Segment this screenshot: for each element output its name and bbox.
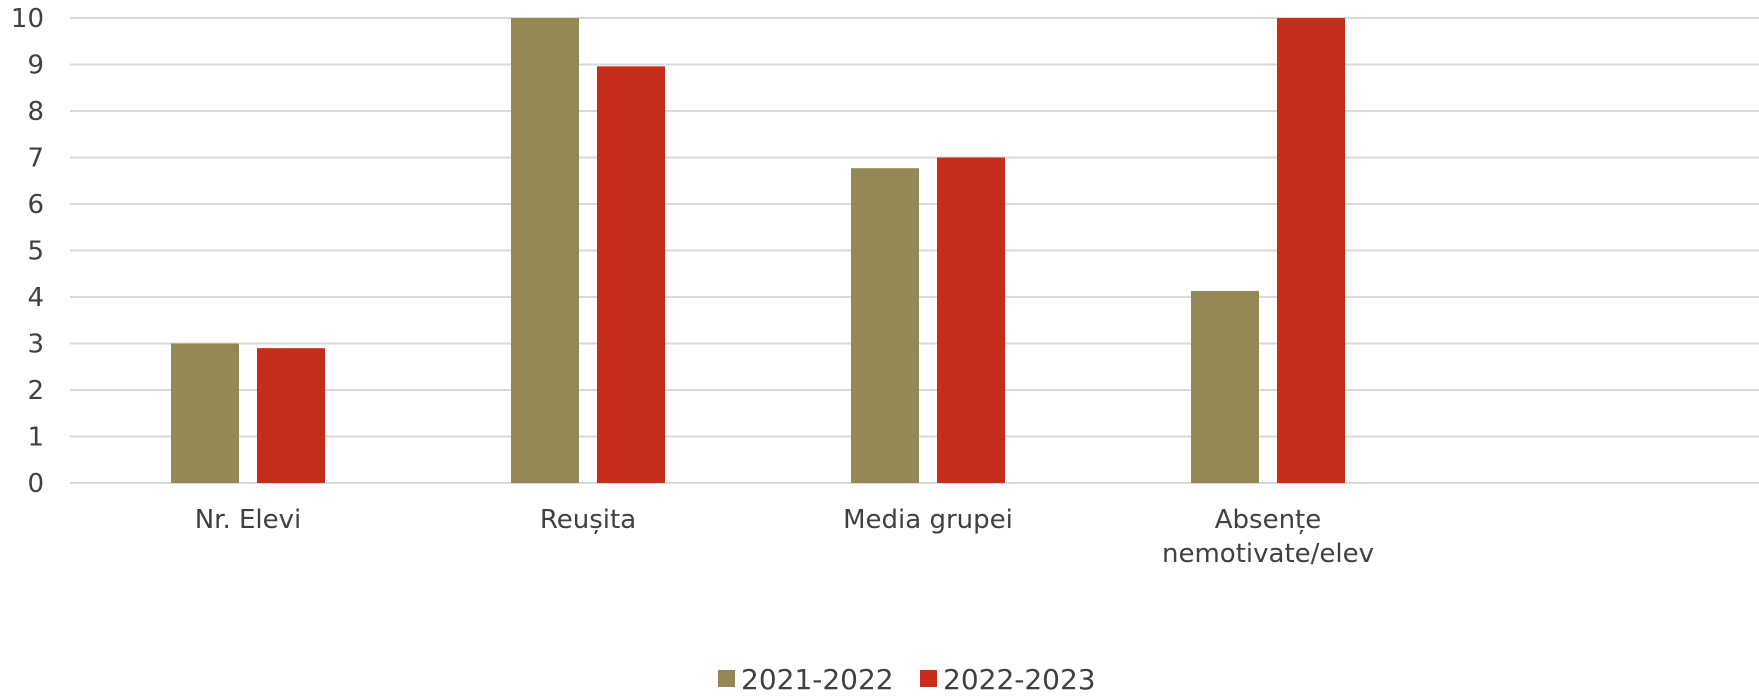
category-label-line: Nr. Elevi bbox=[195, 505, 302, 535]
category-label: Media grupei bbox=[843, 505, 1013, 535]
legend-swatch bbox=[718, 670, 735, 687]
category-label-line: Absențe bbox=[1215, 505, 1322, 535]
bars bbox=[171, 18, 1345, 484]
legend: 2021-2022 2022-2023 bbox=[718, 663, 1096, 696]
y-tick-label: 7 bbox=[27, 144, 44, 174]
y-tick-label: 9 bbox=[27, 51, 44, 81]
legend-swatch bbox=[920, 670, 937, 687]
y-tick-label: 5 bbox=[27, 237, 44, 267]
category-label-line: Reușita bbox=[540, 505, 636, 535]
category-label: Absențe nemotivate/elev bbox=[1162, 505, 1374, 569]
bar-2021-2022-1 bbox=[511, 18, 579, 483]
bar-2022-2023-3 bbox=[1277, 18, 1345, 483]
bar-2022-2023-0 bbox=[257, 348, 325, 483]
y-tick-label: 8 bbox=[27, 97, 44, 127]
y-tick-label: 10 bbox=[11, 4, 44, 34]
y-tick-label: 0 bbox=[27, 469, 44, 499]
bar-2022-2023-2 bbox=[937, 157, 1005, 483]
x-axis-category-labels: Nr. Elevi Reușita Media grupei Absențe nemot… bbox=[195, 505, 1374, 569]
category-label: Nr. Elevi bbox=[195, 505, 302, 535]
y-tick-label: 6 bbox=[27, 190, 44, 220]
legend-label: 2021-2022 bbox=[741, 663, 894, 696]
category-label-line: Media grupei bbox=[843, 505, 1013, 535]
bar-2021-2022-2 bbox=[851, 168, 919, 483]
category-label: Reușita bbox=[540, 505, 636, 535]
bar-2021-2022-3 bbox=[1191, 290, 1259, 483]
bar-2022-2023-1 bbox=[597, 66, 665, 484]
y-tick-label: 4 bbox=[27, 283, 44, 313]
y-tick-label: 3 bbox=[27, 330, 44, 360]
y-tick-label: 2 bbox=[27, 376, 44, 406]
y-axis-tick-labels: 0 1 2 3 4 5 6 7 8 9 10 bbox=[11, 4, 44, 499]
category-label-line: nemotivate/elev bbox=[1162, 539, 1374, 569]
bar-2021-2022-0 bbox=[171, 343, 239, 483]
y-tick-label: 1 bbox=[27, 423, 44, 453]
legend-label: 2022-2023 bbox=[943, 663, 1096, 696]
